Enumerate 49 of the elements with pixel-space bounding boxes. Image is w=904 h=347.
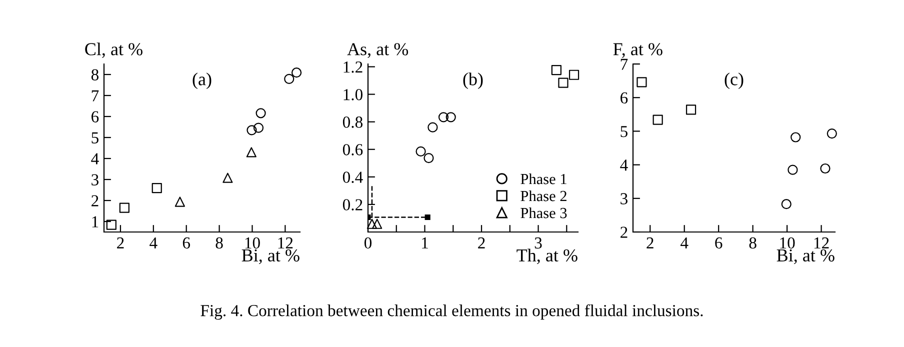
y-tick-label: 0.8 <box>342 116 363 128</box>
y-tick-label: 7 <box>620 58 628 70</box>
y-tick-label: 0.6 <box>342 144 363 156</box>
x-tick-label: 12 <box>278 237 293 248</box>
y-tick-label: 4 <box>91 153 99 164</box>
y-tick-label: 8 <box>91 69 99 80</box>
x-tick-label: 6 <box>182 237 190 249</box>
x-tick-label: 10 <box>780 237 795 249</box>
x-tick-label: 4 <box>680 237 688 248</box>
x-tick-label: 2 <box>478 237 485 248</box>
y-axis-title: F, at % <box>613 43 662 58</box>
y-tick-label: 6 <box>92 111 99 122</box>
legend-label: Phase 2 <box>520 190 566 202</box>
y-tick-label: 2 <box>92 195 98 206</box>
x-tick-label: 8 <box>749 237 756 249</box>
y-tick-label: 3 <box>620 193 628 204</box>
y-tick-label: 5 <box>92 132 98 144</box>
y-tick-label: 3 <box>92 174 98 186</box>
y-tick-label: 2 <box>620 226 628 238</box>
annotation: (c) <box>724 72 744 89</box>
y-tick-label: 5 <box>620 126 628 138</box>
y-tick-label: 1.2 <box>344 62 362 73</box>
y-tick-label: 4 <box>620 160 628 171</box>
annotation: (a) <box>192 72 212 89</box>
x-tick-label: 10 <box>245 237 260 249</box>
x-tick-label: 0 <box>364 237 372 249</box>
y-tick-label: 7 <box>92 90 99 102</box>
y-tick-label: 0.4 <box>342 172 363 183</box>
legend-label: Phase 3 <box>520 207 567 218</box>
x-tick-label: 3 <box>534 237 542 249</box>
y-tick-label: 0.2 <box>342 199 362 210</box>
x-tick-label: 2 <box>646 237 654 248</box>
annotation: (b) <box>463 72 483 89</box>
x-tick-label: 2 <box>117 237 124 248</box>
x-axis-title: Bi, at % <box>776 249 834 264</box>
x-tick-label: 4 <box>150 237 158 248</box>
y-tick-label: 1.0 <box>344 88 363 100</box>
x-axis-title: Th, at % <box>516 248 578 264</box>
x-tick-label: 8 <box>216 237 223 249</box>
y-tick-label: 6 <box>620 92 628 104</box>
y-tick-label: 1 <box>92 216 98 228</box>
x-tick-label: 1 <box>422 237 428 248</box>
x-tick-label: 6 <box>715 237 722 249</box>
caption: Fig. 4. Correlation between chemical elements in opened fluidal inclusions. <box>200 304 703 320</box>
x-tick-label: 12 <box>814 237 829 248</box>
y-axis-title: As, at % <box>347 43 408 58</box>
x-axis-title: Bi, at % <box>242 249 300 264</box>
legend-label: Phase 1 <box>520 173 566 184</box>
y-axis-title: Cl, at % <box>85 42 142 58</box>
